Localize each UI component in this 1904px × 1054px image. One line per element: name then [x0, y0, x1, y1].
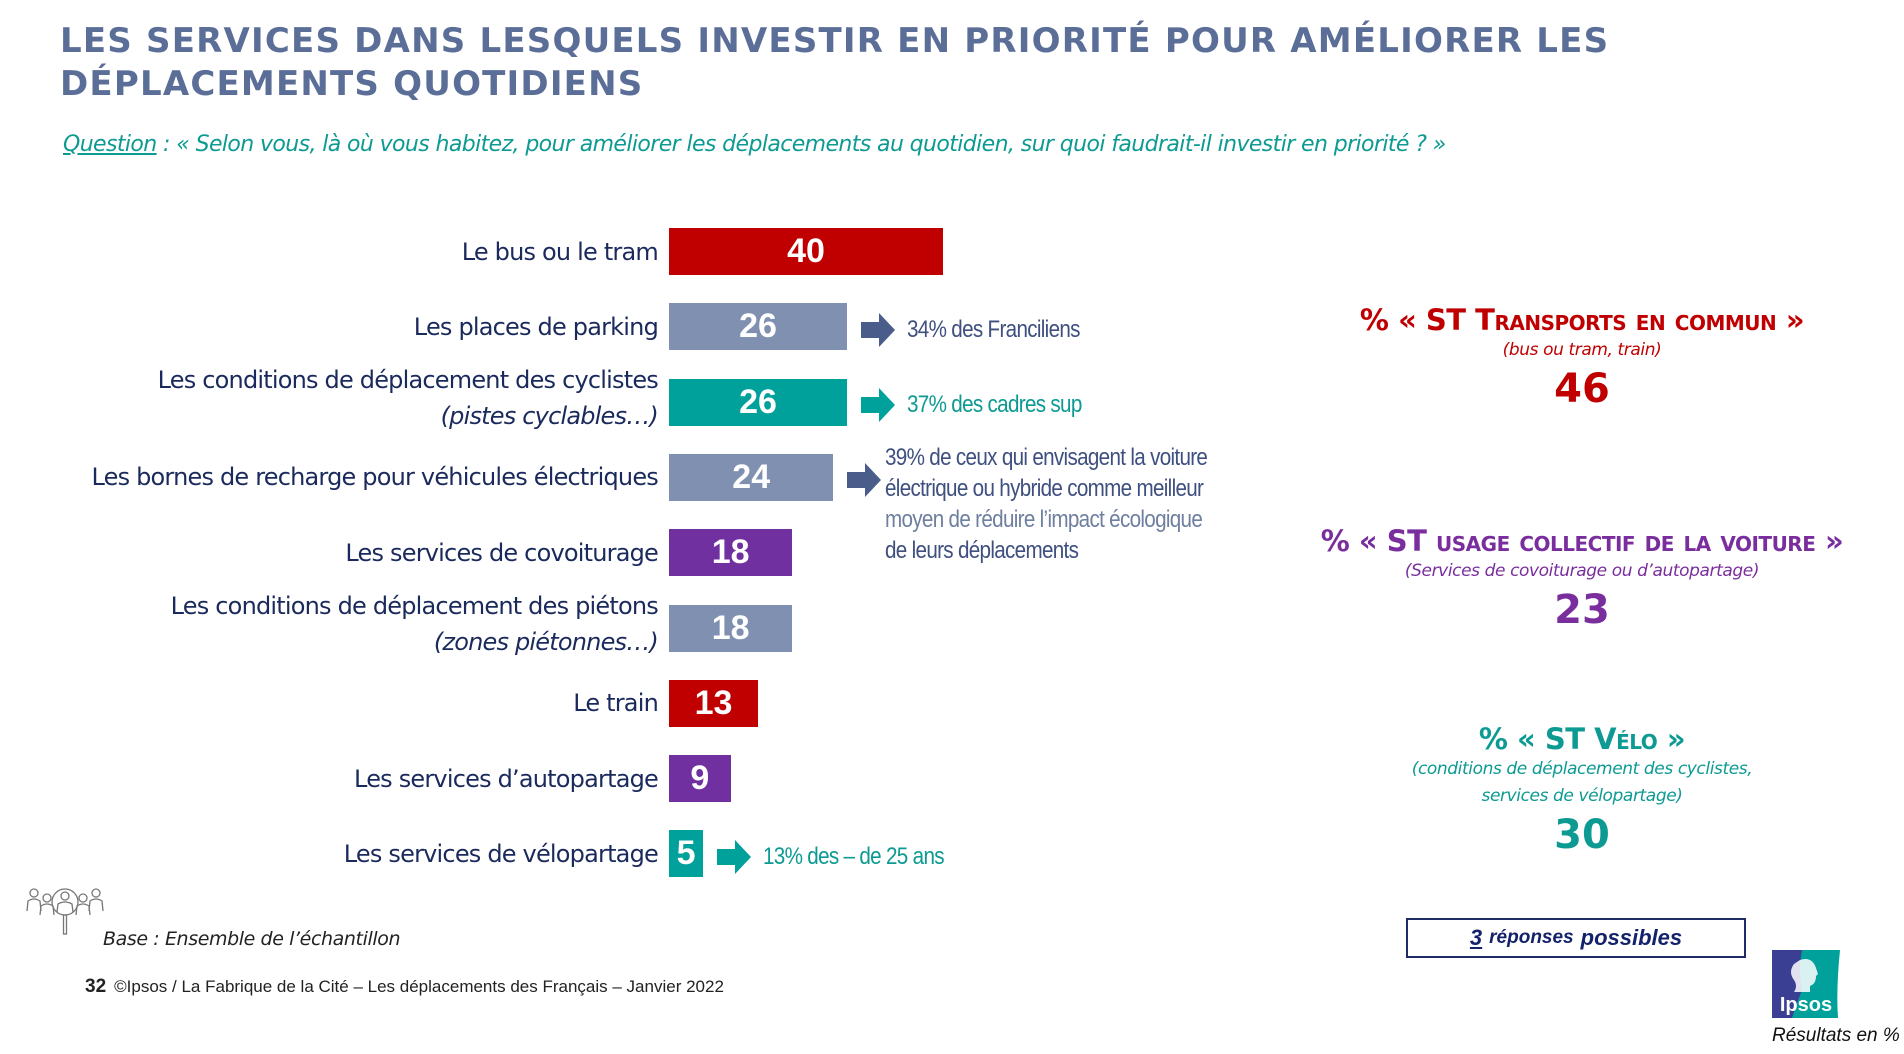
category-label: Les conditions de déplacement des piéton… — [170, 588, 659, 660]
category-label-text: Les services d’autopartage — [354, 764, 659, 793]
responses-count: 3 — [1469, 925, 1483, 950]
category-label: Le bus ou le tram — [461, 234, 659, 270]
bar: 26 — [669, 303, 848, 351]
subtotal-detail: (bus ou tram, train) — [1502, 340, 1662, 360]
category-label-text: Les conditions de déplacement des cyclis… — [157, 366, 659, 395]
bar: 18 — [669, 604, 793, 652]
annotation-line: 39% de ceux qui envisagent la voiture — [885, 443, 1208, 471]
bar-value-label: 13 — [694, 683, 733, 722]
subtotal-heading: % « ST Vélo » — [1478, 722, 1686, 756]
question-text: Question : « Selon vous, là où vous habi… — [63, 132, 1446, 157]
category-label-detail: (pistes cyclables…) — [440, 402, 659, 431]
category-label-text: Les conditions de déplacement des piéton… — [170, 592, 659, 620]
subtotal-block: % « ST usage collectif de la voiture » (S… — [1260, 524, 1904, 635]
category-label: Les services de vélopartage — [343, 836, 659, 872]
bar: 40 — [669, 228, 943, 275]
category-label-detail: (zones piétonnes…) — [433, 628, 659, 656]
category-label: Les conditions de déplacement des cyclis… — [157, 362, 659, 434]
bar-annotation: 13% des – de 25 ans — [763, 842, 945, 871]
annotation-line: 34% des Franciliens — [907, 315, 1080, 343]
category-label: Le train — [573, 685, 659, 721]
bar: 18 — [669, 529, 793, 577]
subtotal-detail: (conditions de déplacement des cyclistes… — [1411, 759, 1753, 779]
subtotal-detail: (Services de covoiturage ou d’autopartag… — [1404, 561, 1760, 581]
category-label-text: Le train — [573, 689, 659, 718]
ipsos-logo: Ipsos — [1772, 950, 1840, 1018]
people-search-icon — [26, 888, 104, 935]
bar-value-label: 18 — [711, 608, 750, 647]
category-label-text: Le bus ou le tram — [461, 237, 659, 266]
bar-value-label: 24 — [732, 457, 771, 496]
bar-annotation: 37% des cadres sup — [907, 391, 1082, 419]
arrow-right-icon — [847, 463, 882, 498]
bar-annotation: 39% de ceux qui envisagent la voiture éle… — [885, 442, 1208, 566]
subtotal-heading: % « ST usage collectif de la voiture » — [1320, 524, 1844, 558]
bar-value-label: 9 — [690, 759, 710, 798]
subtotal-detail: services de vélopartage) — [1481, 786, 1683, 806]
bar: 5 — [669, 830, 704, 878]
category-label-text: Les services de covoiturage — [345, 538, 658, 567]
footer: 32 ©Ipsos / La Fabrique de la Cité – Les … — [85, 976, 724, 998]
responses-box: 3 réponses possibles — [1406, 918, 1746, 958]
arrow-right-icon — [861, 388, 896, 423]
base-note: Base : Ensemble de l’échantillon — [103, 928, 401, 950]
category-label: Les bornes de recharge pour véhicules él… — [91, 459, 658, 495]
annotation-line: de leurs déplacements — [885, 536, 1079, 564]
category-label: Les places de parking — [413, 309, 659, 345]
bar-value-label: 18 — [711, 533, 750, 572]
responses-possible: possibles — [1580, 925, 1683, 950]
page-number: 32 — [85, 976, 107, 997]
footer-source: ©Ipsos / La Fabrique de la Cité – Les dé… — [114, 977, 724, 996]
bar-value-label: 5 — [676, 834, 696, 873]
bar: 24 — [669, 453, 834, 501]
page-title: LES SERVICES DANS LESQUELS INVESTIR EN P… — [60, 21, 1610, 104]
subtotal-heading: % « ST Transports en commun » — [1359, 303, 1805, 337]
annotation-line: 37% des cadres sup — [907, 391, 1082, 419]
arrow-right-icon — [861, 312, 896, 347]
responses-word: réponses — [1489, 927, 1574, 948]
category-label-text: Les places de parking — [413, 312, 659, 341]
question-body: : « Selon vous, là où vous habitez, pour… — [156, 132, 1446, 157]
logo-text: Ipsos — [1780, 994, 1832, 1016]
bar: 13 — [669, 679, 759, 727]
bar-value-label: 40 — [787, 232, 825, 270]
question-label: Question — [63, 132, 157, 157]
annotation-line: électrique ou hybride comme meilleur — [885, 474, 1204, 502]
subtotal-value: 30 — [1554, 812, 1610, 858]
bar-value-label: 26 — [739, 382, 777, 421]
results-unit-note: Résultats en % — [1772, 1025, 1900, 1046]
subtotal-value: 46 — [1554, 366, 1610, 412]
category-label: Les services de covoiturage — [345, 535, 658, 571]
bar-value-label: 26 — [739, 307, 777, 346]
category-label-text: Les services de vélopartage — [343, 839, 659, 868]
bar-annotation: 34% des Franciliens — [907, 316, 1080, 344]
annotation-line: moyen de réduire l’impact écologique — [885, 505, 1203, 533]
bar: 9 — [669, 755, 731, 803]
subtotal-block: % « ST Vélo » (conditions de déplacement … — [1260, 722, 1904, 860]
arrow-right-icon — [717, 839, 752, 874]
category-label-text: Les bornes de recharge pour véhicules él… — [91, 463, 658, 492]
subtotal-value: 23 — [1554, 587, 1610, 633]
category-label: Les services d’autopartage — [354, 761, 659, 797]
annotation-line: 13% des – de 25 ans — [763, 842, 945, 870]
subtotal-block: % « ST Transports en commun » (bus ou tra… — [1260, 303, 1904, 414]
bar: 26 — [669, 378, 848, 426]
